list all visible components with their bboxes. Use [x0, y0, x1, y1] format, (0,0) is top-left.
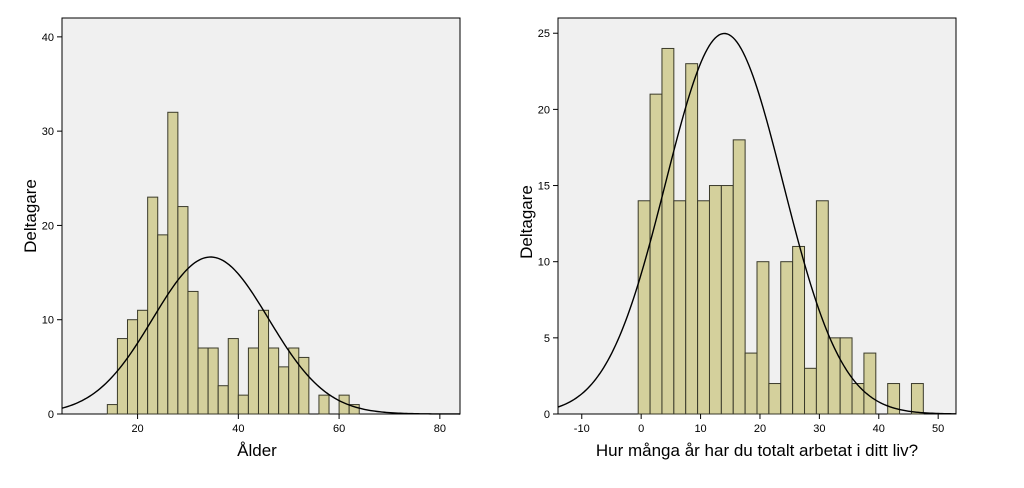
histogram-bar — [298, 356, 310, 415]
histogram-bar — [768, 383, 782, 415]
x-tick-label: -10 — [574, 423, 590, 435]
chart-age-svg: 0 10 20 30 40 20 40 60 80 Ålder Deltagare — [21, 17, 461, 460]
x-axis-ticks: -10 0 10 20 30 40 50 — [574, 414, 944, 435]
histogram-bar — [348, 404, 360, 415]
histogram-bar — [227, 338, 239, 415]
x-tick-label: 10 — [694, 423, 706, 435]
histogram-bar — [126, 319, 139, 415]
histogram-bar — [187, 290, 199, 415]
chart-age-histogram: 0 10 20 30 40 20 40 60 80 Ålder Deltagare — [0, 0, 500, 488]
histogram-bar — [732, 139, 746, 415]
y-axis-title: Deltagare — [21, 179, 40, 253]
x-tick-label: 50 — [932, 423, 944, 435]
x-tick-label: 40 — [873, 423, 885, 435]
histogram-bar — [177, 206, 189, 415]
histogram-bar — [697, 200, 710, 415]
y-axis-ticks: 0 5 10 15 20 25 — [538, 28, 558, 421]
chart-years-worked-histogram: 0 5 10 15 20 25 -10 0 10 20 30 40 50 Hur många år h… — [500, 0, 1024, 488]
y-tick-label: 20 — [42, 220, 54, 232]
y-tick-label: 30 — [42, 126, 54, 138]
histogram-bar — [792, 245, 806, 415]
histogram-bar — [673, 200, 687, 415]
x-tick-label: 20 — [131, 423, 143, 435]
histogram-bar — [839, 337, 853, 415]
histogram-bar — [157, 234, 169, 415]
x-axis-ticks: 20 40 60 80 — [131, 414, 446, 435]
y-tick-label: 15 — [538, 181, 550, 193]
y-axis-ticks: 0 10 20 30 40 — [42, 32, 62, 421]
histogram-bar — [815, 200, 829, 415]
x-tick-label: 20 — [754, 423, 766, 435]
histogram-bar — [137, 309, 149, 415]
histogram-bar — [167, 111, 179, 415]
histogram-bar — [708, 185, 722, 415]
histogram-bar — [661, 47, 675, 415]
y-tick-label: 0 — [544, 409, 550, 421]
histogram-bar — [863, 352, 877, 415]
histogram-bar — [910, 383, 924, 415]
x-axis-title: Hur många år har du totalt arbetat i dit… — [596, 441, 918, 460]
y-tick-label: 10 — [42, 315, 54, 327]
histogram-bar — [744, 352, 758, 415]
y-tick-label: 40 — [42, 32, 54, 44]
y-tick-label: 20 — [538, 104, 550, 116]
histogram-bar — [106, 404, 118, 415]
normal-curve — [557, 32, 957, 415]
normal-curve — [61, 256, 461, 415]
histogram-bar — [318, 394, 330, 415]
histogram-bar — [685, 63, 699, 415]
y-tick-label: 0 — [48, 409, 54, 421]
bars-group — [106, 111, 360, 415]
x-tick-label: 0 — [638, 423, 644, 435]
histogram-bar — [237, 394, 249, 415]
y-tick-label: 10 — [538, 257, 550, 269]
histogram-bar — [197, 347, 209, 415]
y-tick-label: 25 — [538, 28, 550, 40]
x-tick-label: 30 — [813, 423, 825, 435]
histogram-bar — [720, 185, 734, 415]
histogram-bar — [217, 385, 229, 415]
histogram-bar — [756, 261, 770, 415]
x-tick-label: 40 — [232, 423, 244, 435]
histogram-bar — [116, 338, 128, 415]
y-axis-title: Deltagare — [517, 185, 536, 259]
histogram-bar — [851, 383, 865, 415]
histogram-bar — [247, 347, 259, 415]
y-tick-label: 5 — [544, 333, 550, 345]
x-axis-title: Ålder — [237, 441, 277, 460]
histogram-bar — [637, 200, 651, 415]
histogram-bar — [780, 261, 794, 415]
histogram-bar — [827, 337, 841, 415]
histogram-bar — [207, 347, 219, 415]
histogram-bar — [257, 309, 270, 415]
histogram-bar — [887, 383, 901, 415]
histogram-bar — [649, 93, 663, 415]
chart-years-svg: 0 5 10 15 20 25 -10 0 10 20 30 40 50 Hur många år h… — [517, 17, 957, 460]
x-tick-label: 60 — [333, 423, 345, 435]
histogram-bar — [268, 347, 280, 415]
x-tick-label: 80 — [434, 423, 446, 435]
histogram-bar — [147, 196, 159, 415]
bars-group — [637, 47, 924, 415]
histogram-bar — [278, 366, 290, 415]
histogram-bar — [804, 367, 817, 415]
